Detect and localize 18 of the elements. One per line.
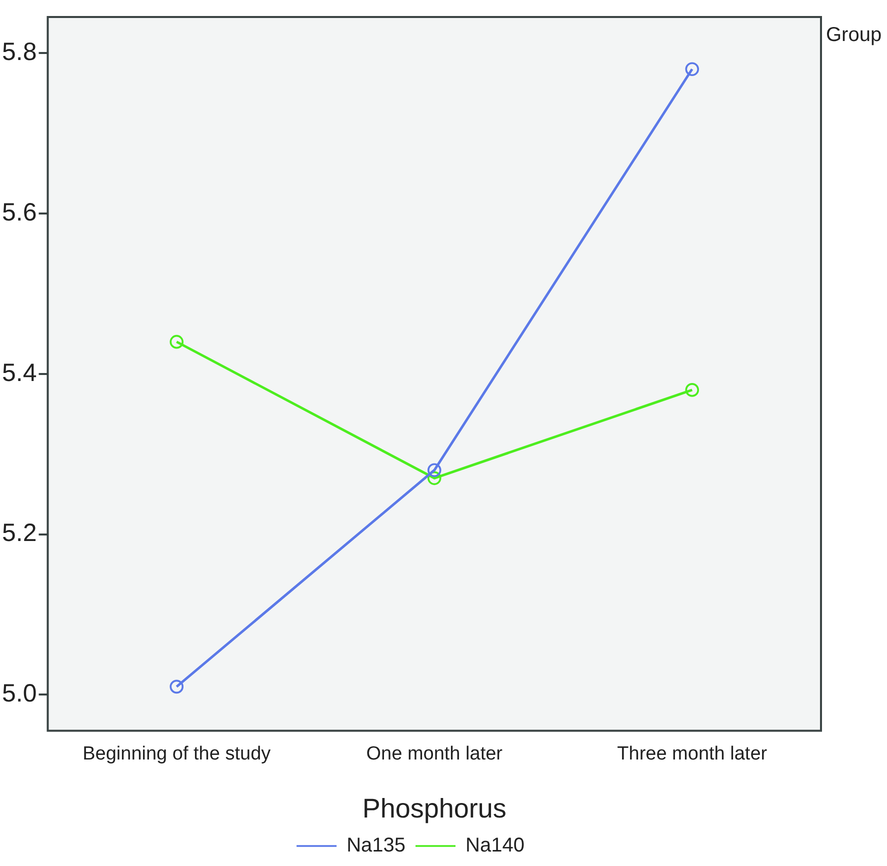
- y-tick-label: 5.6: [2, 198, 37, 226]
- point: [427, 471, 442, 486]
- point: [427, 463, 442, 478]
- legend-title: Group: [826, 24, 882, 47]
- y-tick-label: 5.2: [2, 519, 37, 548]
- point: [170, 334, 184, 349]
- x-tick-label: Three month later: [617, 743, 768, 764]
- point: [685, 62, 700, 76]
- x-axis-title: Phosphorus: [362, 793, 506, 824]
- y-tick-label: 5.0: [2, 680, 37, 708]
- legend-label: Na135: [346, 834, 406, 857]
- x-tick-label: One month later: [366, 743, 504, 764]
- point: [685, 383, 700, 397]
- point: [170, 680, 184, 694]
- x-tick-label: Beginning of the study: [82, 743, 272, 764]
- y-tick-label: 5.4: [2, 358, 37, 387]
- legend-label: Na140: [466, 834, 524, 857]
- y-tick-label: 5.8: [2, 38, 37, 66]
